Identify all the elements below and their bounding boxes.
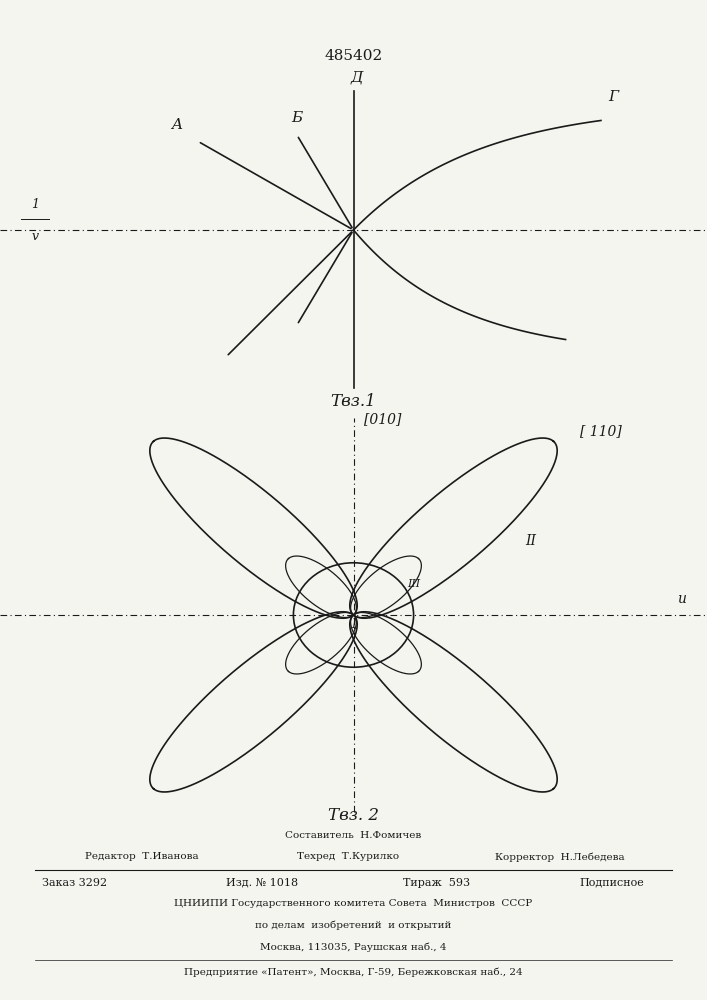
Text: Москва, 113035, Раушская наб., 4: Москва, 113035, Раушская наб., 4 <box>260 942 447 952</box>
Text: Составитель  Н.Фомичев: Составитель Н.Фомичев <box>286 831 421 840</box>
Text: Предприятие «Патент», Москва, Г-59, Бережковская наб., 24: Предприятие «Патент», Москва, Г-59, Бере… <box>185 968 522 977</box>
Text: Г: Г <box>608 90 618 104</box>
Text: [ 110]: [ 110] <box>580 425 621 439</box>
Text: A: A <box>171 118 182 132</box>
Text: [010]: [010] <box>364 412 402 426</box>
Text: Техред  Т.Курилко: Техред Т.Курилко <box>297 852 399 861</box>
Text: Τвз.1: Τвз.1 <box>331 393 376 410</box>
Text: Τвз. 2: Τвз. 2 <box>328 807 379 824</box>
Text: по делам  изобретений  и открытий: по делам изобретений и открытий <box>255 921 452 930</box>
Text: Редактор  Т.Иванова: Редактор Т.Иванова <box>85 852 199 861</box>
Text: 1: 1 <box>31 198 40 211</box>
Text: 485402: 485402 <box>325 49 382 64</box>
Text: I: I <box>351 618 356 631</box>
Text: Корректор  Н.Лебедева: Корректор Н.Лебедева <box>495 852 624 862</box>
Text: Б: Б <box>291 111 303 125</box>
Text: v: v <box>32 230 39 243</box>
Text: III: III <box>407 579 420 589</box>
Text: ЦНИИПИ Государственного комитета Совета  Министров  СССР: ЦНИИПИ Государственного комитета Совета … <box>175 899 532 908</box>
Text: Д: Д <box>351 70 363 84</box>
Text: Подписное: Подписное <box>580 878 645 888</box>
Text: Заказ 3292: Заказ 3292 <box>42 878 107 888</box>
Text: II: II <box>525 534 536 548</box>
Text: Изд. № 1018: Изд. № 1018 <box>226 878 298 888</box>
Text: Тираж  593: Тираж 593 <box>403 878 470 888</box>
Text: u: u <box>677 592 686 606</box>
